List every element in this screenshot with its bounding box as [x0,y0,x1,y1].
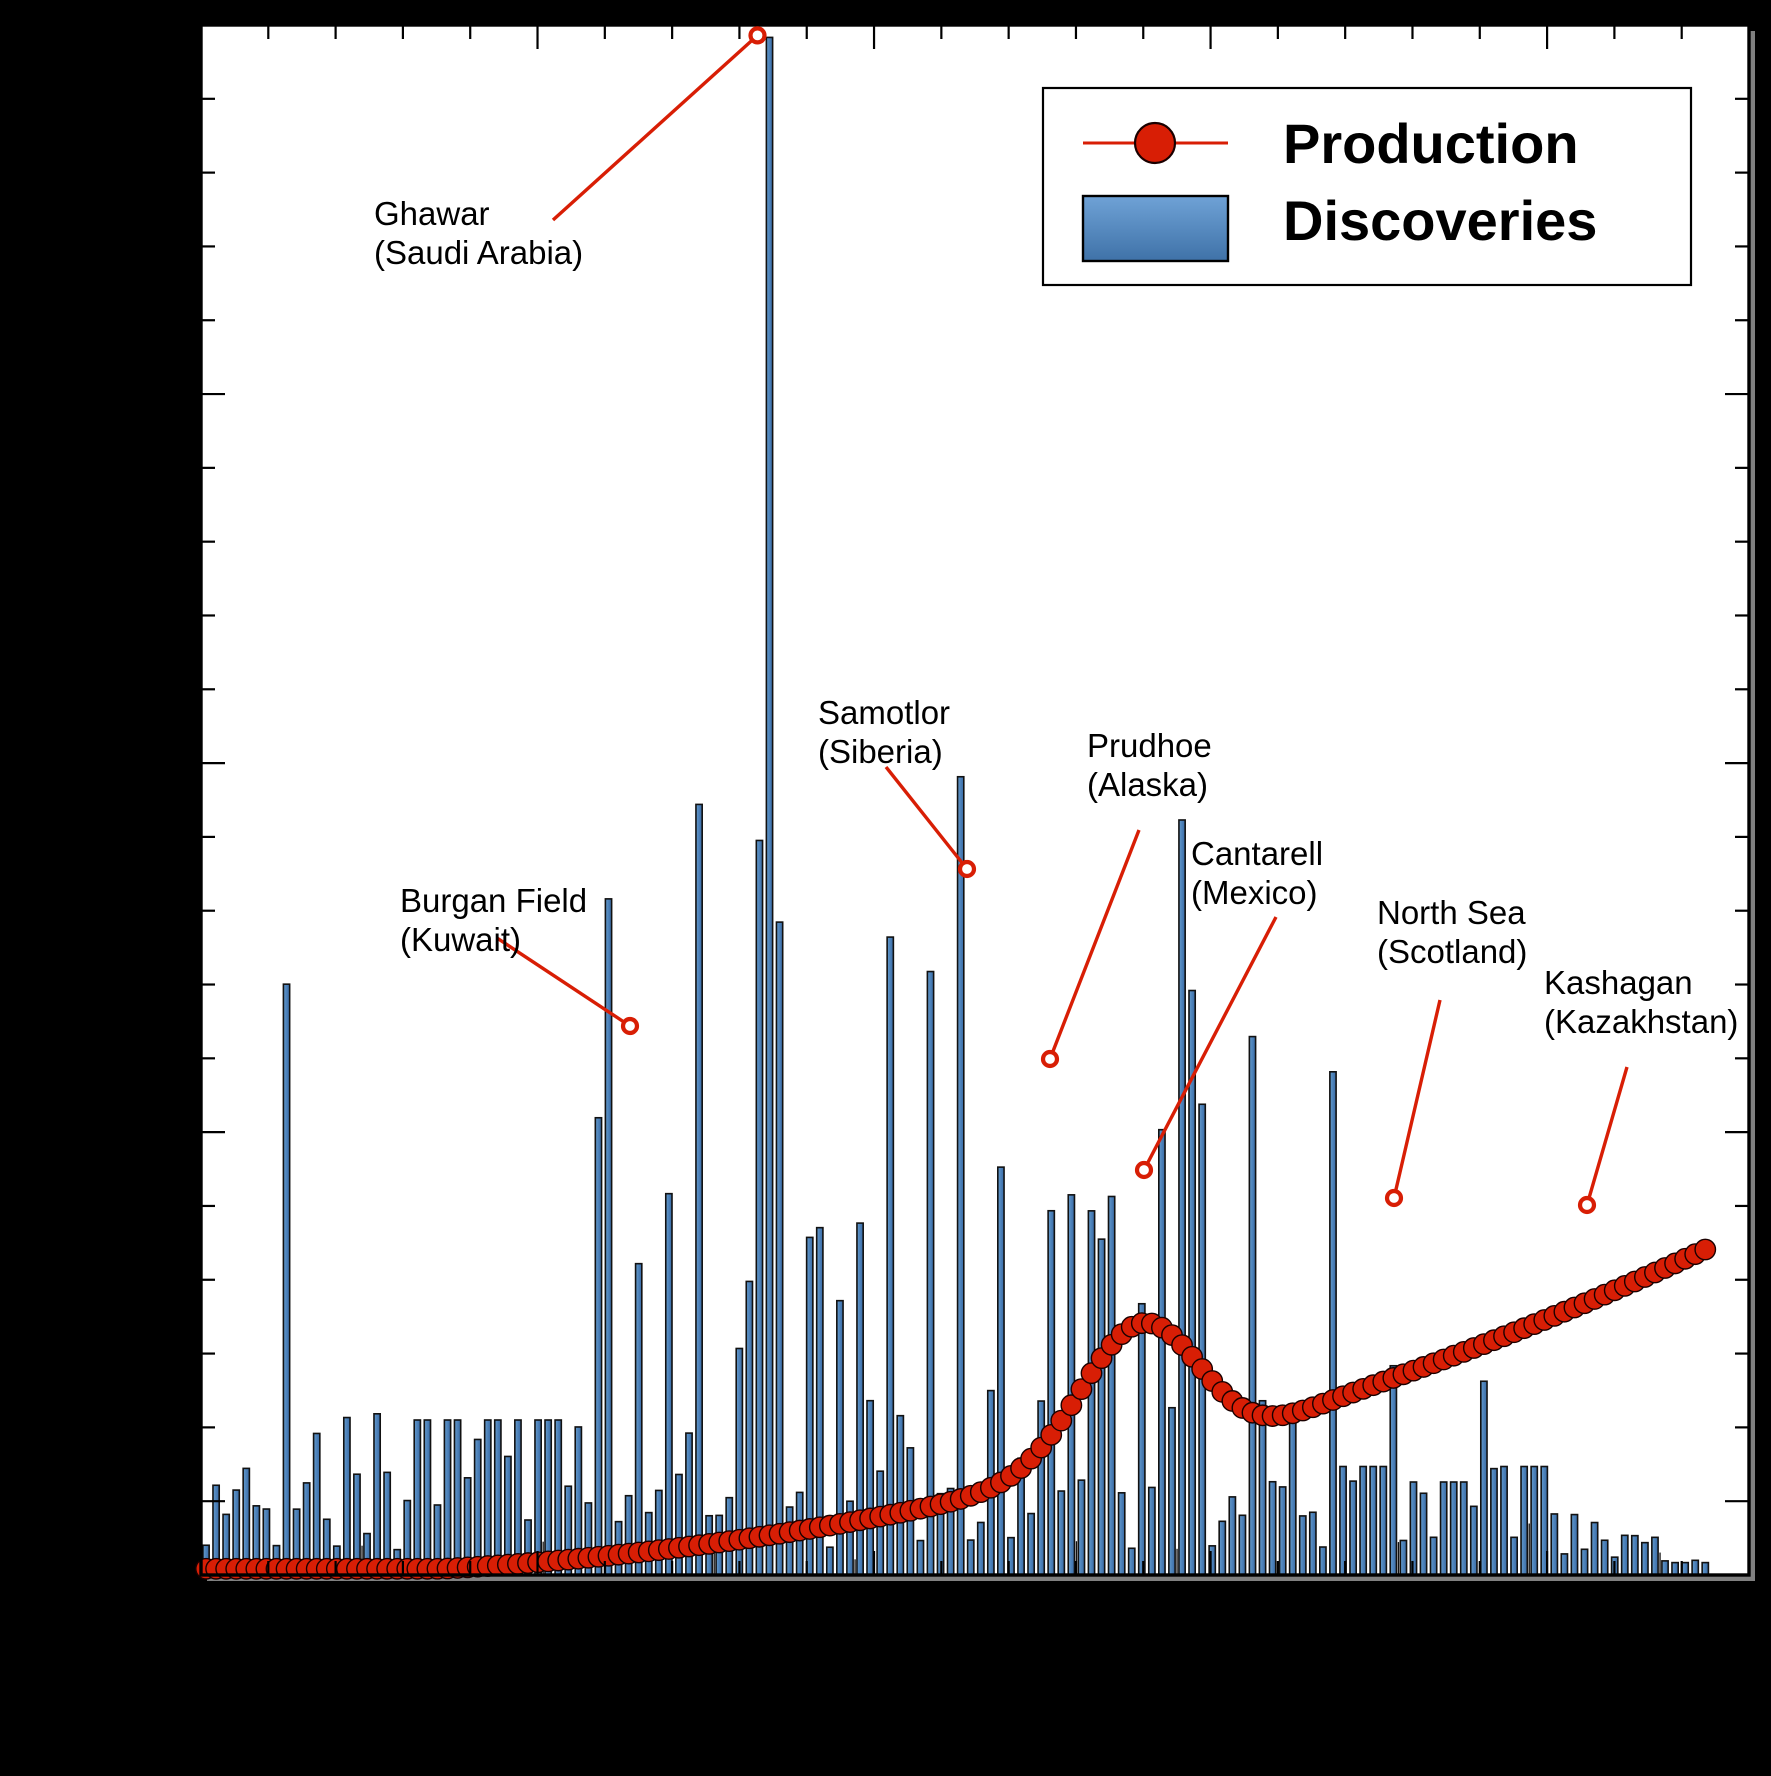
svg-text:(Saudi Arabia): (Saudi Arabia) [374,234,583,271]
svg-text:(Kuwait): (Kuwait) [400,921,521,958]
svg-text:Ghawar: Ghawar [374,195,490,232]
svg-text:Production: Production [1283,112,1579,175]
svg-text:Discoveries: Discoveries [1283,189,1597,252]
svg-text:(Scotland): (Scotland) [1377,933,1527,970]
svg-text:Cantarell: Cantarell [1191,835,1323,872]
svg-text:Burgan Field: Burgan Field [400,882,587,919]
svg-text:(Alaska): (Alaska) [1087,766,1208,803]
svg-text:(Kazakhstan): (Kazakhstan) [1544,1003,1738,1040]
svg-text:(Siberia): (Siberia) [818,733,943,770]
svg-text:North Sea: North Sea [1377,894,1526,931]
svg-text:Kashagan: Kashagan [1544,964,1693,1001]
svg-text:(Mexico): (Mexico) [1191,874,1318,911]
svg-text:Samotlor: Samotlor [818,694,950,731]
svg-text:Prudhoe: Prudhoe [1087,727,1212,764]
